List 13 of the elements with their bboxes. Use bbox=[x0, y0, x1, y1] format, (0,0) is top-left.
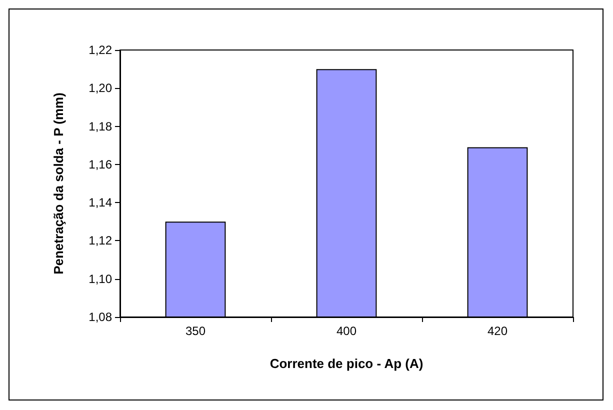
y-tick-label: 1,12 bbox=[88, 234, 112, 248]
y-tick-label: 1,10 bbox=[88, 272, 112, 286]
y-tick-label: 1,16 bbox=[88, 157, 112, 172]
y-tick-label: 1,14 bbox=[88, 196, 112, 210]
x-tick-label: 400 bbox=[336, 324, 357, 338]
y-tick-label: 1,08 bbox=[88, 310, 112, 324]
x-tick-label: 420 bbox=[487, 324, 508, 338]
y-tick-label: 1,20 bbox=[88, 81, 112, 96]
x-axis-title: Corrente de pico - Ap (A) bbox=[270, 356, 424, 371]
y-tick-label: 1,22 bbox=[88, 43, 112, 57]
x-tick-label: 350 bbox=[185, 324, 206, 338]
y-axis-title: Penetração da solda - P (mm) bbox=[51, 92, 66, 274]
y-tick-label: 1,18 bbox=[88, 119, 112, 134]
